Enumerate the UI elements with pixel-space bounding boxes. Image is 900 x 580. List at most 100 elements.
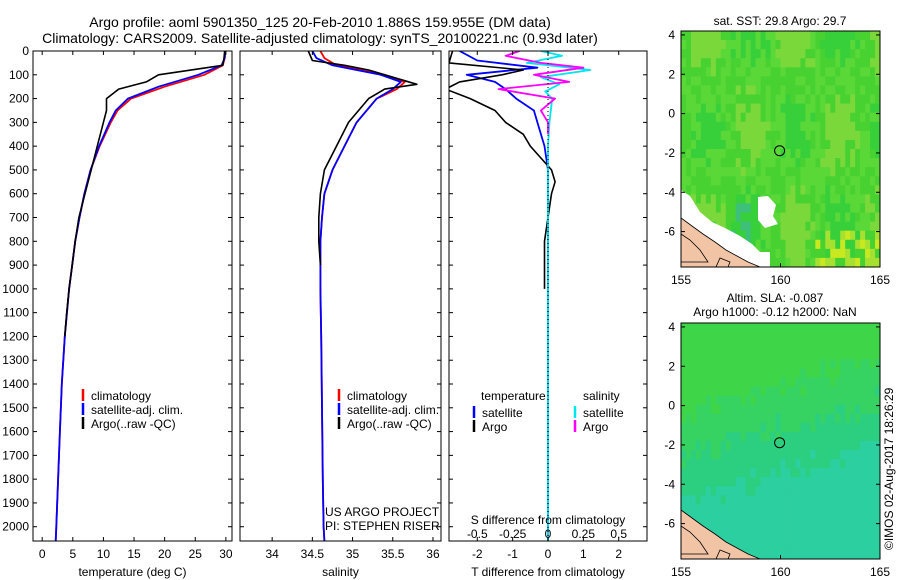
map-y-tick-label: -4 <box>664 185 675 199</box>
map-y-tick-label: -6 <box>664 225 675 239</box>
panel-2-series <box>307 51 418 541</box>
x-tick-label: 36 <box>426 547 440 561</box>
legend-label: Argo(..raw -QC) <box>347 417 432 431</box>
x-tick-label: 0 <box>39 547 46 561</box>
y-tick-label: 0 <box>22 44 29 58</box>
x-tick-label: 30 <box>219 547 233 561</box>
legend-label: Argo(..raw -QC) <box>91 417 176 431</box>
x-tick-label: 0 <box>545 547 552 561</box>
legend-header-temperature: temperature <box>481 389 546 403</box>
y-tick-label: 1500 <box>2 401 29 415</box>
y-tick-label: 800 <box>9 234 29 248</box>
map-land <box>715 549 731 559</box>
x-tick-label: 25 <box>189 547 203 561</box>
map-y-tick-label: -4 <box>664 477 675 491</box>
map-land <box>715 257 731 267</box>
x-axis-top-label: S difference from climatology <box>471 513 626 527</box>
series-line-satellite-adj-clim- <box>311 51 402 541</box>
y-tick-label: 100 <box>9 68 29 82</box>
legend-label: satellite <box>482 406 523 420</box>
x-top-tick-label: -0.25 <box>499 527 527 541</box>
y-tick-label: 1900 <box>2 496 29 510</box>
panel-1-frame <box>32 50 233 542</box>
series-line-argo-raw-qc- <box>64 51 226 337</box>
y-tick-label: 1000 <box>2 282 29 296</box>
map-layer <box>681 31 880 559</box>
panel-1-series <box>54 51 227 541</box>
x-tick-label: 35 <box>346 547 360 561</box>
map-land <box>681 233 709 263</box>
y-tick-label: 1400 <box>2 377 29 391</box>
credit-text: ©IMOS 02-Aug-2017 18:26:29 <box>882 387 896 550</box>
map-1-field <box>681 31 880 267</box>
map-y-tick-label: 4 <box>668 28 675 42</box>
title-line-2: Climatology: CARS2009. Satellite-adjuste… <box>42 30 598 46</box>
y-tick-label: 500 <box>9 163 29 177</box>
legend-label: Argo <box>482 420 508 434</box>
map-y-tick-label: -2 <box>664 438 675 452</box>
series-line-temperature-argo <box>449 51 556 289</box>
map-y-tick-label: -6 <box>664 517 675 531</box>
y-tick-label: 1700 <box>2 448 29 462</box>
y-tick-label: 1200 <box>2 329 29 343</box>
map-2-field <box>681 323 880 559</box>
panel-2-frame <box>239 50 442 542</box>
map-y-tick-label: 2 <box>668 359 675 373</box>
legend-label: climatology <box>91 389 151 403</box>
series-line-salinity-argo <box>497 51 585 135</box>
series-line-salinity-satellite <box>525 51 592 541</box>
y-tick-label: 1100 <box>3 306 29 320</box>
map-x-tick-label: 165 <box>870 273 890 287</box>
panel-3-series <box>449 51 592 541</box>
map-2-title: Altim. SLA: -0.087 <box>727 291 824 305</box>
map-x-tick-label: 155 <box>671 273 691 287</box>
x-top-tick-label: 0 <box>545 527 552 541</box>
y-tick-label: 1800 <box>2 472 29 486</box>
frame-layer: 0100200300400500600700800900100011001200… <box>2 14 896 579</box>
y-tick-label: 600 <box>9 187 29 201</box>
y-tick-label: 400 <box>9 139 29 153</box>
map-1-title: sat. SST: 29.8 Argo: 29.7 <box>714 14 847 28</box>
map-2-subtitle: Argo h1000: -0.12 h2000: NaN <box>693 305 856 319</box>
profile-layer <box>54 51 592 541</box>
map-y-tick-label: 0 <box>668 107 675 121</box>
map-y-tick-label: 4 <box>668 320 675 334</box>
x-tick-label: 10 <box>97 547 111 561</box>
map-x-tick-label: 160 <box>770 273 790 287</box>
annotation-text: US ARGO PROJECT <box>325 505 440 519</box>
map-x-tick-label: 165 <box>870 565 890 579</box>
x-tick-label: 5 <box>69 547 76 561</box>
x-tick-label: 34.5 <box>301 547 325 561</box>
series-line-climatology <box>54 51 227 541</box>
title-line-1: Argo profile: aoml 5901350_125 20-Feb-20… <box>89 14 551 30</box>
map-y-tick-label: 2 <box>668 67 675 81</box>
x-tick-label: 34 <box>265 547 279 561</box>
x-tick-label: 35.5 <box>381 547 405 561</box>
series-line-argo-raw-qc- <box>307 51 418 266</box>
y-tick-label: 700 <box>9 211 29 225</box>
y-tick-label: 900 <box>9 258 29 272</box>
x-tick-label: 1 <box>580 547 587 561</box>
y-tick-label: 1600 <box>2 425 29 439</box>
series-line-satellite-adj-clim- <box>54 51 227 541</box>
y-tick-label: 1300 <box>2 353 29 367</box>
map-y-tick-label: -2 <box>664 146 675 160</box>
argo-position-marker <box>774 437 786 449</box>
y-tick-label: 2000 <box>2 520 29 534</box>
x-axis-label: salinity <box>322 565 359 579</box>
argo-position-marker <box>774 145 786 157</box>
y-tick-label: 300 <box>9 115 29 129</box>
x-tick-label: 20 <box>158 547 172 561</box>
x-top-tick-label: -0.5 <box>467 527 488 541</box>
legend-label: satellite <box>583 406 624 420</box>
legend-label: satellite-adj. clim. <box>347 403 439 417</box>
series-line-climatology <box>319 51 406 541</box>
map-x-tick-label: 155 <box>671 565 691 579</box>
x-axis-label: T difference from climatology <box>471 565 625 579</box>
map-y-tick-label: 0 <box>668 399 675 413</box>
y-tick-label: 200 <box>9 92 29 106</box>
x-tick-label: 2 <box>615 547 622 561</box>
legend-label: Argo <box>583 420 609 434</box>
map-missing-data <box>758 196 778 228</box>
x-tick-label: -1 <box>507 547 518 561</box>
